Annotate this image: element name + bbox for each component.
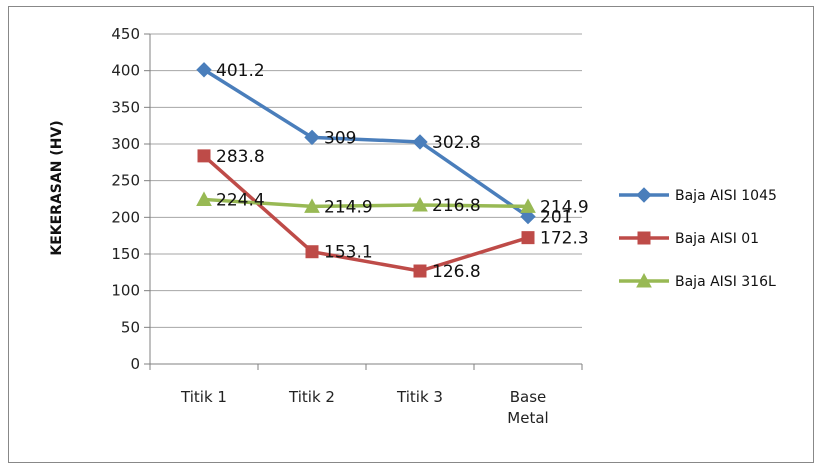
data-label: 309 — [324, 128, 356, 148]
data-point — [304, 198, 320, 213]
data-point — [412, 196, 428, 212]
x-tick-label: Titik 3 — [396, 388, 443, 406]
y-tick-label: 450 — [111, 25, 140, 43]
x-tick-label: Base Metal — [507, 388, 548, 427]
data-point — [520, 198, 536, 213]
y-tick-labels: 0 50 100 150 200 250 300 350 400 450 — [111, 25, 140, 373]
y-tick-label: 350 — [111, 98, 140, 116]
x-tick-label: Titik 2 — [288, 388, 335, 406]
y-tick-label: 250 — [111, 172, 140, 190]
legend-entry: Baja AISI 316L — [675, 274, 776, 290]
x-tick-labels: Titik 1 Titik 2 Titik 3 Base Metal — [180, 388, 549, 427]
data-label: 283.8 — [216, 147, 265, 167]
data-point — [196, 191, 212, 206]
y-tick-label: 50 — [121, 318, 140, 336]
data-label: 214.9 — [324, 197, 373, 217]
data-point — [304, 129, 320, 146]
data-labels: 401.2 309 302.8 201 283.8 153.1 126.8 172.3 224.… — [216, 61, 589, 282]
legend-marker — [636, 187, 652, 203]
y-axis-label: KEKERASAN (HV) — [49, 120, 65, 255]
y-tick-label: 150 — [111, 245, 140, 263]
legend: Baja AISI 1045 Baja AISI 01 Baja AISI 316L — [619, 187, 777, 290]
x-tick-label: Titik 1 — [180, 388, 227, 406]
chart-frame: 0 50 100 150 200 250 300 350 400 450 Titik 1 Titik… — [8, 6, 814, 463]
series-line — [203, 68, 529, 219]
data-label: 224.4 — [216, 190, 265, 210]
data-point — [196, 62, 212, 78]
legend-marker — [637, 231, 651, 245]
series-markers — [196, 62, 536, 278]
data-point — [197, 149, 211, 163]
data-point — [412, 134, 428, 150]
y-tick-label: 100 — [111, 282, 140, 300]
data-label: 153.1 — [324, 243, 373, 263]
y-tick-label: 200 — [111, 208, 140, 226]
y-tick-label: 300 — [111, 135, 140, 153]
data-label: 302.8 — [432, 133, 481, 153]
grid-lines — [144, 33, 582, 365]
y-tick-label: 400 — [111, 62, 140, 80]
legend-entry: Baja AISI 01 — [675, 231, 759, 247]
data-label: 201 — [540, 208, 572, 228]
data-point — [413, 264, 427, 278]
series-lines — [202, 68, 529, 273]
data-point — [521, 231, 535, 245]
data-label: 172.3 — [540, 229, 589, 249]
data-label: 216.8 — [432, 196, 481, 216]
data-label: 214.9 — [540, 197, 589, 217]
data-label: 126.8 — [432, 262, 481, 282]
legend-entry: Baja AISI 1045 — [675, 188, 777, 204]
data-point — [305, 245, 319, 259]
y-tick-label: 0 — [130, 355, 140, 373]
data-point — [520, 208, 536, 225]
axes — [149, 34, 583, 370]
series-line — [203, 197, 529, 209]
data-label: 401.2 — [216, 61, 265, 81]
legend-marker — [636, 272, 652, 288]
